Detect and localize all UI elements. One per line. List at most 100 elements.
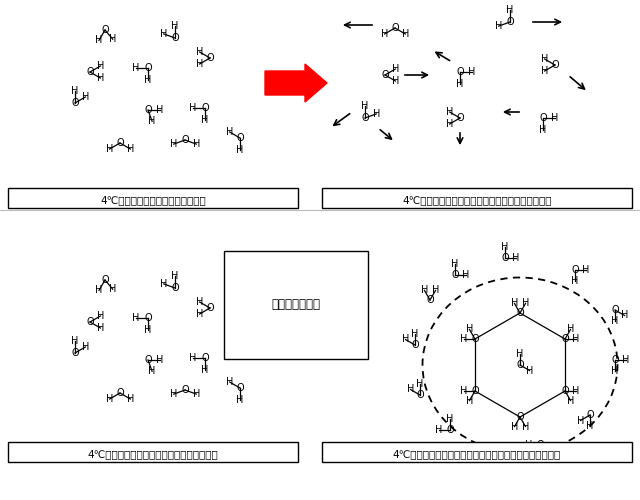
Text: H: H [526,366,533,376]
Text: O: O [236,133,244,143]
Text: H: H [611,316,619,326]
Text: H: H [622,355,630,365]
Text: O: O [171,33,179,43]
Text: O: O [411,340,419,350]
Text: H: H [82,92,89,102]
Text: O: O [539,113,547,123]
Text: H: H [132,313,140,323]
Text: H: H [586,421,594,431]
Text: O: O [516,308,524,318]
Text: H: H [567,324,574,334]
Text: H: H [402,334,409,344]
Text: H: H [71,86,79,96]
Text: H: H [451,259,459,269]
Text: クラスター構造: クラスター構造 [271,298,321,312]
Text: O: O [611,305,619,315]
Text: O: O [144,313,152,323]
FancyBboxPatch shape [8,442,298,462]
Text: H: H [541,54,548,64]
Text: H: H [522,422,529,432]
Text: H: H [156,355,164,365]
Text: H: H [460,334,468,344]
Text: H: H [127,144,134,154]
Text: H: H [144,325,152,335]
Text: H: H [621,310,628,320]
Text: O: O [611,355,619,365]
Text: H: H [236,145,244,155]
Text: H: H [466,396,473,406]
Text: H: H [71,336,79,346]
Text: H: H [516,349,524,359]
Text: 4℃より低温：クラスター構造が増え、密度が小さくなる: 4℃より低温：クラスター構造が増え、密度が小さくなる [393,449,561,459]
Text: H: H [468,67,476,77]
Text: H: H [226,127,234,137]
Text: O: O [171,283,179,293]
Text: H: H [97,311,104,321]
Text: H: H [577,416,584,426]
Text: O: O [206,53,214,63]
FancyBboxPatch shape [322,442,632,462]
Text: H: H [109,34,116,44]
Text: H: H [512,253,520,263]
Text: O: O [416,390,424,400]
Text: H: H [567,396,574,406]
Text: H: H [416,379,424,389]
FancyArrow shape [265,314,327,352]
Text: H: H [170,139,177,149]
Text: H: H [522,298,529,308]
Text: H: H [407,384,414,394]
Text: H: H [202,365,209,375]
Text: H: H [160,279,168,289]
Text: H: H [486,454,493,464]
Text: H: H [392,64,399,74]
Text: H: H [189,103,196,113]
Text: H: H [97,61,104,71]
Text: H: H [572,386,580,396]
Text: 4℃より高温：熱運動により、密度が小さくなる。: 4℃より高温：熱運動により、密度が小さくなる。 [403,195,552,205]
Text: O: O [361,113,369,123]
Text: H: H [97,323,104,333]
Text: H: H [536,451,544,461]
Text: H: H [412,329,419,339]
Text: H: H [193,389,200,399]
Text: O: O [201,103,209,113]
Text: H: H [372,109,380,119]
Text: H: H [144,75,152,85]
Text: H: H [95,36,102,46]
Text: H: H [156,105,164,115]
Text: O: O [471,386,479,396]
Text: H: H [109,284,116,294]
Text: H: H [170,389,177,399]
Text: O: O [71,348,79,358]
Text: H: H [196,309,204,319]
Text: H: H [506,5,514,15]
Text: H: H [226,377,234,387]
Text: H: H [421,286,428,296]
Text: O: O [536,440,544,450]
Text: O: O [561,386,569,396]
FancyBboxPatch shape [8,188,298,208]
Text: O: O [561,334,569,344]
FancyBboxPatch shape [322,188,632,208]
Text: H: H [381,29,388,39]
Text: O: O [516,412,524,422]
Text: H: H [611,366,619,376]
Text: O: O [586,410,594,420]
Text: 4℃：熱運動が小さく、密度が高い: 4℃：熱運動が小さく、密度が高い [100,195,206,205]
Text: H: H [551,113,559,123]
Text: O: O [144,63,152,73]
Text: H: H [189,353,196,363]
Text: O: O [551,60,559,70]
Text: H: H [196,59,204,69]
Text: H: H [148,366,156,376]
Text: H: H [172,21,179,31]
Text: H: H [172,271,179,281]
Text: H: H [402,29,409,39]
Text: O: O [486,443,494,453]
Text: H: H [435,425,443,435]
Text: O: O [381,70,389,80]
Text: H: H [511,422,518,432]
Text: O: O [506,17,514,27]
Text: H: H [82,342,89,352]
Text: H: H [196,297,204,307]
